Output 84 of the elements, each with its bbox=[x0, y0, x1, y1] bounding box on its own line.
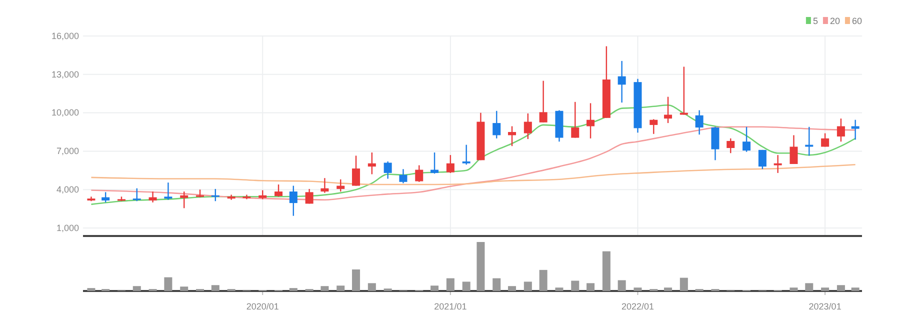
candlestick bbox=[305, 188, 314, 204]
candlestick bbox=[415, 164, 424, 183]
candlestick bbox=[289, 185, 298, 216]
candlestick bbox=[790, 134, 798, 165]
bar bbox=[586, 283, 595, 291]
bar bbox=[211, 285, 220, 291]
bar bbox=[320, 286, 329, 291]
line-series bbox=[90, 104, 856, 205]
candlestick bbox=[148, 190, 157, 203]
bar bbox=[680, 278, 688, 291]
y-tick-label: 13,000 bbox=[51, 69, 79, 80]
bar bbox=[446, 278, 454, 291]
legend-label: 60 bbox=[852, 16, 862, 26]
legend-label: 20 bbox=[830, 16, 840, 26]
bar bbox=[164, 277, 172, 291]
y-tick-label: 4,000 bbox=[56, 184, 79, 194]
x-tick-label: 2020/01 bbox=[246, 301, 279, 312]
y-tick-label: 10,000 bbox=[51, 108, 79, 118]
bar bbox=[571, 280, 580, 291]
candlestick bbox=[399, 168, 408, 184]
x-tick-label: 2021/01 bbox=[434, 301, 467, 312]
candlestick bbox=[384, 160, 392, 180]
y-tick-label: 1,000 bbox=[56, 222, 79, 233]
candlestick bbox=[352, 155, 360, 186]
candlestick bbox=[650, 118, 658, 135]
candlestick bbox=[180, 190, 188, 209]
candlestick bbox=[492, 110, 501, 139]
candlestick bbox=[164, 182, 172, 200]
candlestick bbox=[742, 126, 751, 152]
candlestick bbox=[774, 154, 782, 174]
bar bbox=[87, 288, 96, 291]
candlestick bbox=[758, 149, 766, 170]
candlestick bbox=[571, 101, 580, 138]
bar bbox=[132, 286, 141, 291]
bar bbox=[336, 286, 345, 291]
bar bbox=[539, 270, 548, 291]
candlestick bbox=[586, 102, 595, 139]
bar bbox=[602, 251, 610, 291]
bar bbox=[851, 288, 860, 291]
bar bbox=[462, 282, 470, 291]
candlestick bbox=[102, 192, 110, 203]
candlestick bbox=[430, 152, 439, 174]
bar bbox=[821, 288, 830, 291]
candlestick bbox=[836, 118, 845, 142]
candlestick bbox=[711, 126, 720, 161]
candlestick bbox=[524, 112, 532, 140]
candlestick bbox=[446, 154, 454, 174]
bar bbox=[368, 283, 376, 291]
candlestick bbox=[851, 119, 860, 140]
bar bbox=[805, 283, 814, 291]
candlestick bbox=[320, 177, 329, 194]
candlestick bbox=[368, 152, 376, 175]
bar bbox=[180, 286, 188, 291]
candlestick bbox=[618, 60, 626, 104]
candlestick bbox=[462, 144, 470, 166]
bar bbox=[618, 280, 626, 291]
candlestick bbox=[695, 110, 704, 136]
bar bbox=[790, 288, 798, 291]
y-tick-label: 16,000 bbox=[51, 30, 79, 41]
line-series bbox=[90, 164, 856, 186]
bar bbox=[524, 282, 532, 291]
candlestick bbox=[508, 126, 516, 147]
candlestick bbox=[132, 188, 141, 202]
candlestick bbox=[539, 80, 548, 123]
x-tick-label: 2022/01 bbox=[621, 301, 654, 312]
x-tick-label: 2023/01 bbox=[808, 301, 842, 312]
legend-label: 5 bbox=[812, 16, 818, 26]
bar bbox=[508, 286, 516, 291]
bar bbox=[836, 285, 845, 291]
y-tick-label: 7,000 bbox=[56, 146, 79, 156]
bar bbox=[634, 288, 642, 291]
candlestick bbox=[336, 178, 345, 192]
bar bbox=[492, 278, 501, 291]
bar bbox=[555, 288, 564, 291]
candlestick bbox=[726, 138, 735, 154]
bar bbox=[289, 288, 298, 291]
candlestick bbox=[274, 184, 283, 198]
candlestick bbox=[821, 132, 830, 148]
bar bbox=[476, 242, 485, 291]
bar bbox=[430, 286, 439, 291]
candlestick bbox=[664, 96, 672, 124]
bar bbox=[664, 288, 672, 291]
candlestick bbox=[211, 188, 220, 202]
bar bbox=[352, 269, 360, 291]
